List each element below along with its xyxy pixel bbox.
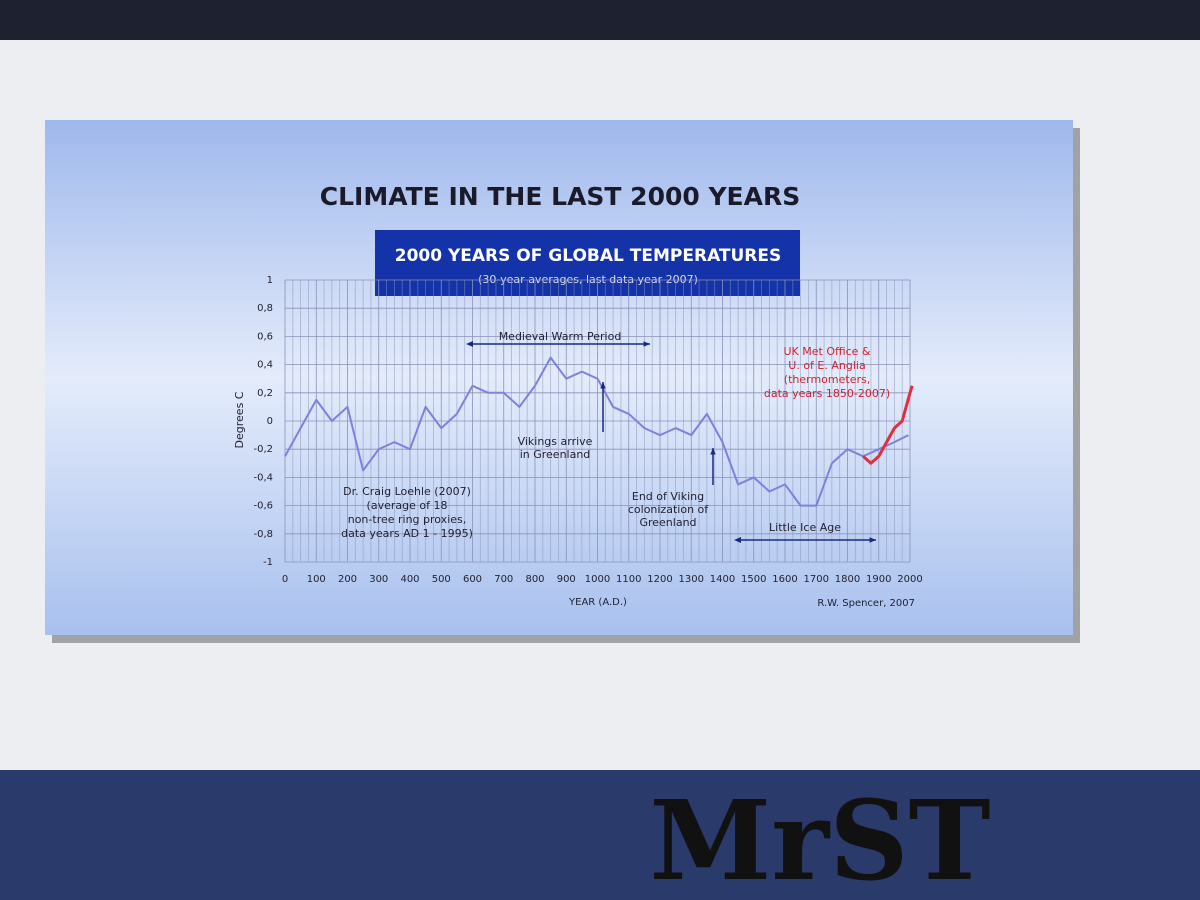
y-tick-label: -0,8 bbox=[253, 529, 273, 540]
x-tick-label: 0 bbox=[282, 574, 288, 585]
x-tick-label: 400 bbox=[400, 574, 419, 585]
series-label: non-tree ring proxies, bbox=[348, 513, 467, 526]
subtitle-note: (30-year averages, last data year 2007) bbox=[478, 273, 698, 286]
slide bbox=[45, 120, 1073, 635]
annotation: Vikings arrive bbox=[518, 435, 593, 448]
y-tick-label: -0,4 bbox=[253, 472, 273, 483]
x-tick-label: 1200 bbox=[647, 574, 672, 585]
series-label: data years AD 1 - 1995) bbox=[341, 527, 473, 540]
x-tick-label: 1100 bbox=[616, 574, 641, 585]
annotation: in Greenland bbox=[520, 448, 591, 461]
x-tick-label: 1600 bbox=[772, 574, 797, 585]
source: R.W. Spencer, 2007 bbox=[817, 598, 915, 609]
period-arrow-head bbox=[643, 341, 650, 347]
annotation: Little Ice Age bbox=[769, 521, 841, 534]
y-axis-label: Degrees C bbox=[233, 391, 246, 448]
chart-title: CLIMATE IN THE LAST 2000 YEARS bbox=[320, 182, 801, 211]
x-tick-label: 100 bbox=[307, 574, 326, 585]
x-tick-label: 1400 bbox=[710, 574, 735, 585]
x-tick-label: 1500 bbox=[741, 574, 766, 585]
y-tick-label: -1 bbox=[263, 557, 273, 568]
period-arrow-head bbox=[869, 537, 876, 543]
x-tick-label: 900 bbox=[557, 574, 576, 585]
x-tick-label: 300 bbox=[369, 574, 388, 585]
annotation: colonization of bbox=[628, 503, 709, 516]
annotation: End of Viking bbox=[632, 490, 704, 503]
series-label: (thermometers, bbox=[784, 373, 870, 386]
x-tick-label: 800 bbox=[525, 574, 544, 585]
annotation: Medieval Warm Period bbox=[499, 330, 622, 343]
x-tick-label: 1300 bbox=[679, 574, 704, 585]
x-tick-label: 700 bbox=[494, 574, 513, 585]
series-label: data years 1850-2007) bbox=[764, 387, 890, 400]
x-tick-label: 1800 bbox=[835, 574, 860, 585]
series-label: Dr. Craig Loehle (2007) bbox=[343, 485, 471, 498]
x-tick-label: 1000 bbox=[585, 574, 610, 585]
y-tick-label: 0,2 bbox=[257, 388, 273, 399]
x-tick-label: 1700 bbox=[804, 574, 829, 585]
series-label: (average of 18 bbox=[367, 499, 448, 512]
y-tick-label: -0,2 bbox=[253, 444, 273, 455]
y-tick-label: -0,6 bbox=[253, 501, 273, 512]
y-tick-label: 0,6 bbox=[257, 331, 273, 342]
series-line bbox=[284, 356, 909, 507]
venue-logo: MrST bbox=[649, 776, 990, 900]
x-tick-label: 2000 bbox=[897, 574, 922, 585]
x-tick-label: 200 bbox=[338, 574, 357, 585]
x-tick-label: 500 bbox=[432, 574, 451, 585]
series-line bbox=[862, 385, 914, 465]
y-tick-label: 0,4 bbox=[257, 360, 273, 371]
y-tick-label: 0 bbox=[267, 416, 273, 427]
period-arrow-head bbox=[466, 341, 473, 347]
annotation: Greenland bbox=[639, 516, 696, 529]
series-label: UK Met Office & bbox=[783, 345, 870, 358]
x-tick-label: 1900 bbox=[866, 574, 891, 585]
series-label: U. of E. Anglia bbox=[788, 359, 865, 372]
stage-banner bbox=[0, 770, 1200, 900]
subtitle-box bbox=[375, 230, 800, 296]
x-tick-label: 600 bbox=[463, 574, 482, 585]
event-arrow-head bbox=[600, 382, 606, 389]
y-tick-label: 0,8 bbox=[257, 303, 273, 314]
period-arrow-head bbox=[734, 537, 741, 543]
x-axis-label: YEAR (A.D.) bbox=[568, 597, 627, 608]
event-arrow-head bbox=[710, 448, 716, 455]
subtitle: 2000 YEARS OF GLOBAL TEMPERATURES bbox=[395, 246, 782, 266]
y-tick-label: 1 bbox=[267, 275, 273, 286]
